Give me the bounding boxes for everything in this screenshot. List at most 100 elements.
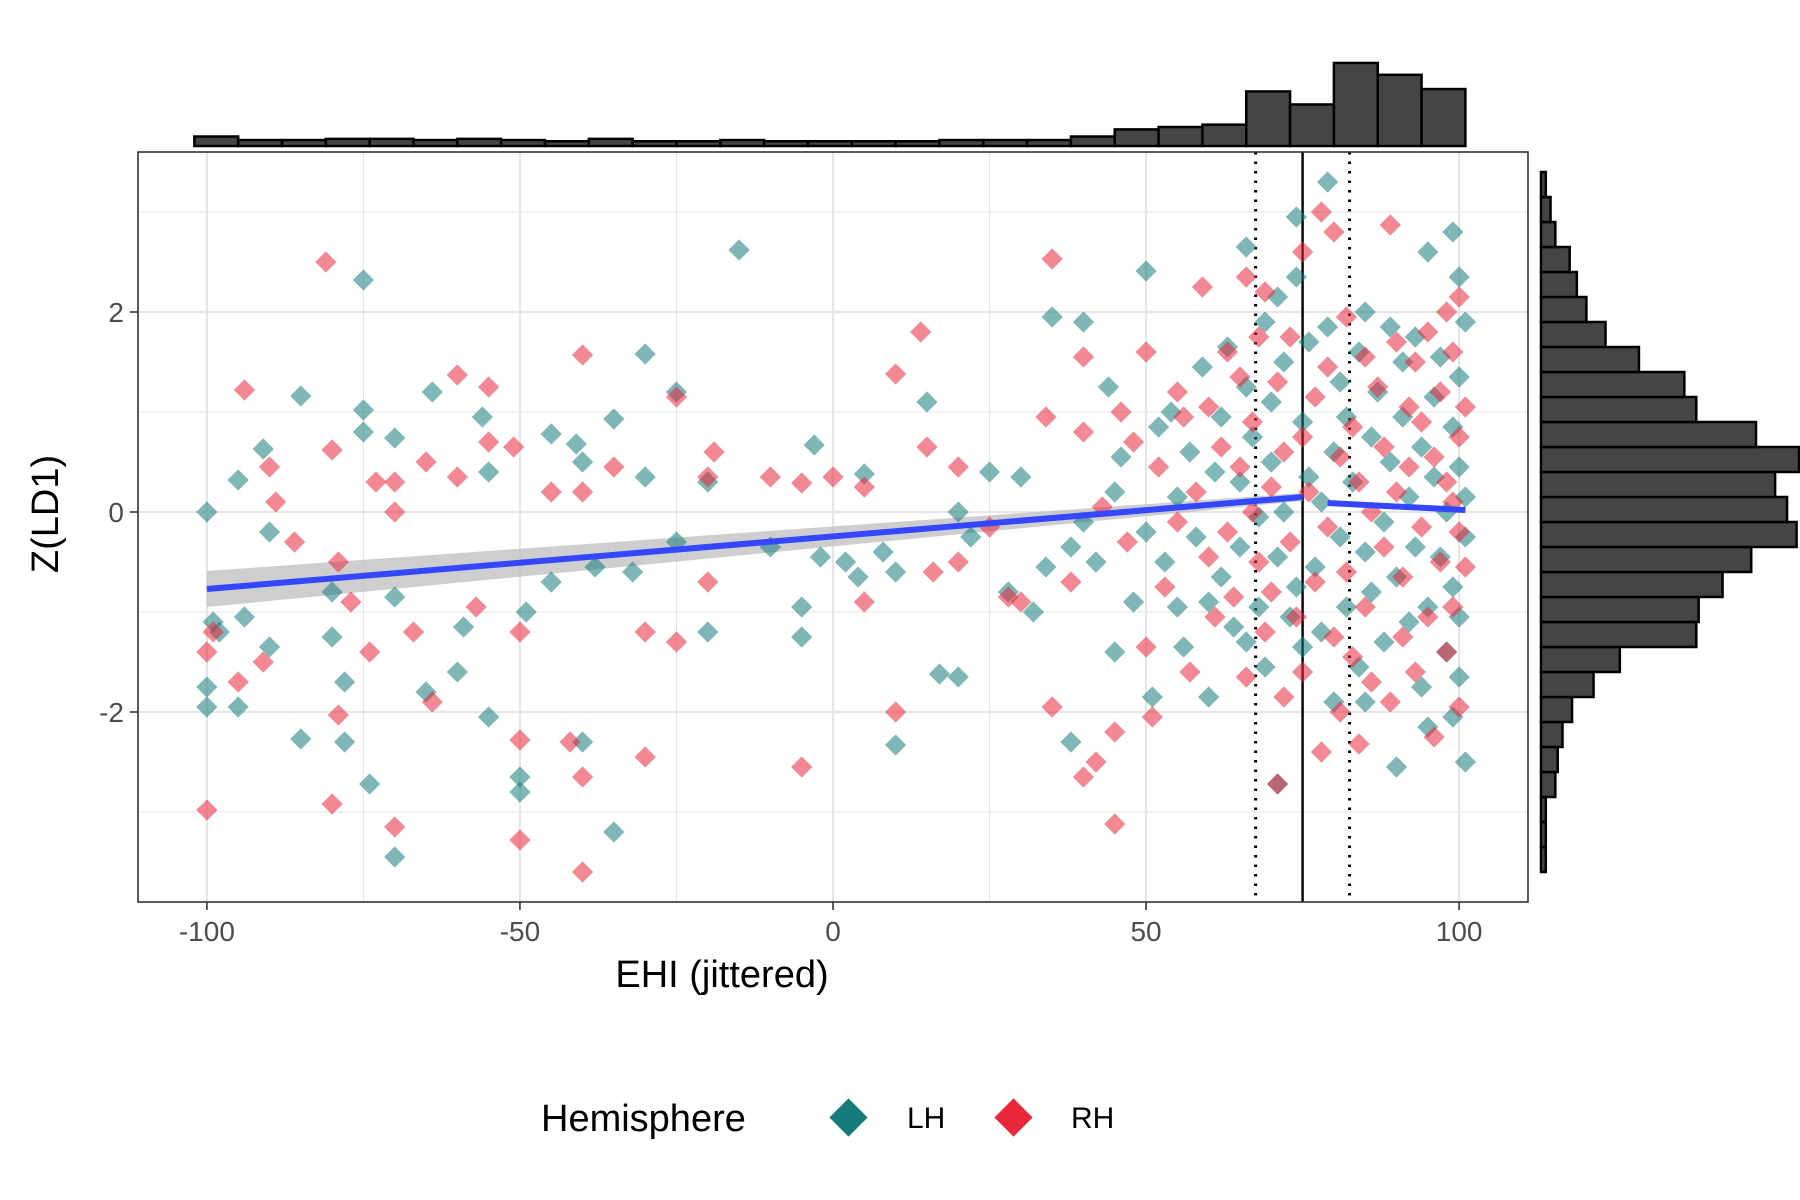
data-point-lh bbox=[1060, 731, 1082, 753]
data-point-rh bbox=[1423, 726, 1445, 748]
data-point-lh bbox=[1335, 596, 1358, 618]
data-point-lh bbox=[334, 731, 356, 753]
data-point-rh bbox=[1141, 706, 1163, 728]
data-point-rh bbox=[1072, 766, 1095, 788]
fit-line-segment bbox=[206, 494, 1303, 592]
data-point-rh bbox=[1392, 626, 1414, 648]
data-point-lh bbox=[1385, 756, 1408, 778]
data-point-lh bbox=[1035, 556, 1057, 578]
data-point-lh bbox=[1448, 666, 1470, 688]
data-point-lh bbox=[634, 343, 656, 365]
data-point-lh bbox=[571, 731, 594, 753]
data-point-rh bbox=[1373, 536, 1395, 558]
histogram-bar bbox=[982, 138, 1029, 148]
data-point-lh bbox=[1135, 521, 1157, 543]
data-point-lh bbox=[1060, 536, 1082, 558]
data-point-lh bbox=[947, 501, 969, 523]
data-point-lh bbox=[334, 671, 356, 693]
histogram-bar bbox=[193, 135, 240, 148]
data-point-rh bbox=[1335, 561, 1358, 583]
data-point-rh bbox=[1248, 551, 1270, 573]
data-point-rh bbox=[1116, 531, 1138, 553]
data-point-lh bbox=[452, 616, 475, 638]
data-point-lh bbox=[1373, 511, 1395, 533]
data-point-rh bbox=[327, 551, 349, 573]
histogram-bar bbox=[1113, 128, 1160, 148]
data-point-lh bbox=[258, 636, 281, 658]
data-point-rh bbox=[665, 386, 688, 408]
data-point-lh bbox=[853, 463, 875, 485]
data-point-lh bbox=[359, 773, 381, 795]
histogram-bar bbox=[324, 137, 371, 148]
data-point-lh bbox=[290, 728, 312, 750]
histogram-bar bbox=[1539, 470, 1777, 499]
histogram-bar bbox=[499, 138, 547, 148]
data-point-lh bbox=[885, 561, 907, 583]
data-point-lh bbox=[321, 626, 343, 648]
legend-key-lh bbox=[829, 1098, 868, 1137]
data-point-lh bbox=[384, 586, 406, 608]
data-point-rh bbox=[1010, 591, 1032, 613]
histogram-bar bbox=[1539, 595, 1700, 624]
data-point-rh bbox=[196, 799, 218, 821]
histogram-bar bbox=[1539, 670, 1595, 699]
data-point-lh bbox=[847, 566, 869, 588]
histogram-bar bbox=[1539, 770, 1557, 799]
data-point-lh bbox=[258, 521, 281, 543]
data-point-rh bbox=[340, 591, 362, 613]
data-point-lh bbox=[1173, 636, 1195, 658]
histogram-bar bbox=[1539, 195, 1552, 224]
data-point-rh bbox=[1060, 571, 1082, 593]
data-point-rh bbox=[1417, 606, 1439, 628]
data-point-rh bbox=[1254, 621, 1276, 643]
data-point-lh bbox=[1442, 576, 1464, 598]
data-point-rh bbox=[1041, 696, 1063, 718]
data-point-lh bbox=[809, 546, 832, 568]
data-point-rh bbox=[359, 641, 381, 663]
data-point-lh bbox=[728, 239, 750, 261]
data-point-rh bbox=[283, 531, 306, 553]
data-point-lh bbox=[321, 581, 343, 603]
y-axis: -2 0 2 bbox=[99, 297, 138, 728]
data-point-lh bbox=[1266, 546, 1289, 568]
data-point-lh bbox=[1198, 686, 1220, 708]
data-point-rh bbox=[1204, 606, 1226, 628]
histogram-bar bbox=[1539, 795, 1548, 824]
histogram-bar bbox=[1539, 295, 1588, 324]
histogram-bar bbox=[1539, 445, 1800, 474]
data-point-rh bbox=[634, 746, 656, 768]
data-point-rh bbox=[571, 481, 594, 503]
data-point-rh bbox=[1392, 566, 1414, 588]
data-point-rh bbox=[1429, 551, 1451, 573]
histogram-bar bbox=[806, 140, 854, 148]
data-point-rh bbox=[252, 651, 274, 673]
data-point-rh bbox=[1410, 516, 1433, 538]
data-point-lh bbox=[791, 596, 813, 618]
data-point-lh bbox=[1166, 596, 1188, 618]
data-point-lh bbox=[1229, 536, 1251, 558]
data-point-rh bbox=[1085, 751, 1107, 773]
y-axis-title: Z(LD1) bbox=[25, 455, 67, 573]
data-point-rh bbox=[509, 829, 531, 851]
histogram-bar bbox=[1539, 645, 1622, 674]
histogram-bar bbox=[543, 140, 591, 148]
x-tick-label: -50 bbox=[500, 916, 540, 947]
x-tick-label: 0 bbox=[825, 916, 841, 947]
y-tick-label: -2 bbox=[99, 697, 124, 728]
data-point-rh bbox=[1291, 661, 1314, 683]
histogram-bar bbox=[1539, 620, 1698, 649]
data-point-lh bbox=[1223, 616, 1245, 638]
histogram-bar bbox=[938, 138, 985, 148]
data-point-lh bbox=[1210, 566, 1232, 588]
histogram-bar bbox=[1539, 695, 1574, 724]
data-point-lh bbox=[603, 821, 625, 843]
histogram-bar bbox=[1069, 135, 1117, 148]
histogram-bar bbox=[1201, 123, 1248, 148]
data-point-rh bbox=[1279, 531, 1301, 553]
data-point-rh bbox=[922, 561, 944, 583]
histogram-bar bbox=[1539, 170, 1548, 199]
data-point-rh bbox=[1260, 581, 1282, 603]
right-marginal-histogram bbox=[1539, 170, 1800, 874]
histogram-bar bbox=[1539, 570, 1724, 599]
histogram-bar bbox=[587, 137, 634, 148]
